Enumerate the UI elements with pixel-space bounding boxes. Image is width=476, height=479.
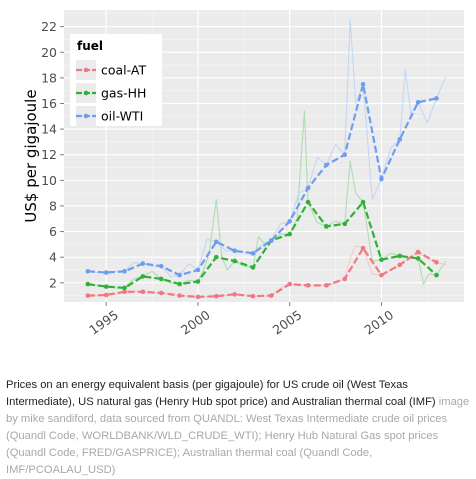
data-point-gas-HH [232, 258, 237, 264]
data-point-gas-HH [397, 253, 403, 259]
annual-series-layer [85, 81, 439, 300]
data-point-oil-WTI [85, 268, 91, 274]
y-axis-ticks: 2 4 6 8 10 12 14 16 18 20 22 [41, 19, 64, 290]
data-point-coal-AT [305, 283, 311, 288]
legend-swatch-point [83, 90, 89, 96]
data-point-oil-WTI [158, 263, 164, 269]
data-point-gas-HH [158, 276, 164, 282]
x-axis-ticks: 1995 2000 2005 2010 [86, 302, 396, 338]
data-point-oil-WTI [195, 267, 201, 273]
data-point-coal-AT [158, 290, 164, 296]
y-tick-label: 4 [49, 250, 57, 265]
y-tick-label: 12 [41, 147, 57, 162]
data-point-gas-HH [342, 221, 348, 227]
data-point-coal-AT [379, 272, 384, 278]
data-point-coal-AT [415, 249, 421, 255]
data-point-gas-HH [195, 279, 201, 284]
x-tick-label: 2010 [362, 307, 397, 338]
data-point-oil-WTI [434, 96, 439, 101]
data-point-oil-WTI [140, 261, 146, 266]
data-point-gas-HH [434, 272, 439, 278]
legend-label: gas-HH [101, 86, 146, 101]
legend-label: oil-WTI [101, 109, 143, 124]
data-point-oil-WTI [103, 270, 109, 275]
data-point-oil-WTI [342, 152, 348, 158]
data-point-coal-AT [397, 262, 403, 268]
data-point-oil-WTI [360, 81, 366, 87]
data-point-coal-AT [140, 289, 146, 295]
data-point-oil-WTI [379, 176, 384, 182]
data-point-coal-AT [195, 294, 201, 300]
y-tick-label: 8 [49, 198, 57, 213]
legend-swatch-point [83, 67, 89, 73]
data-point-oil-WTI [213, 239, 219, 245]
data-point-oil-WTI [305, 185, 311, 191]
data-point-gas-HH [103, 284, 109, 289]
data-point-gas-HH [379, 257, 384, 263]
figure-caption: Prices on an energy equivalent basis (pe… [6, 377, 472, 479]
data-point-coal-AT [250, 293, 256, 299]
data-point-gas-HH [177, 281, 182, 287]
data-point-gas-HH [287, 231, 292, 237]
y-tick-label: 20 [41, 45, 57, 60]
series-line-gas-HH [87, 201, 438, 289]
data-point-gas-HH [250, 265, 256, 270]
data-point-oil-WTI [250, 251, 256, 256]
x-tick-label: 1995 [86, 307, 121, 338]
data-point-coal-AT [232, 292, 237, 297]
data-point-coal-AT [85, 293, 91, 298]
data-point-coal-AT [342, 276, 348, 282]
data-point-coal-AT [213, 293, 219, 299]
legend: fuel coal-AT gas-HH oil-WTI [70, 34, 162, 126]
data-point-gas-HH [305, 199, 311, 205]
chart-container: 2 4 6 8 10 12 14 16 18 20 22 1995 2000 2005 2010 US$ … [22, 10, 464, 338]
y-tick-label: 2 [49, 275, 57, 290]
data-point-coal-AT [287, 281, 292, 287]
y-tick-label: 16 [41, 96, 57, 111]
y-tick-label: 6 [49, 224, 57, 239]
series-line-coal-AT [87, 247, 438, 298]
data-point-gas-HH [360, 199, 366, 205]
data-point-gas-HH [415, 256, 421, 261]
data-point-coal-AT [434, 259, 439, 265]
data-point-coal-AT [103, 292, 109, 298]
data-point-oil-WTI [415, 99, 421, 105]
data-point-coal-AT [360, 245, 366, 251]
legend-title: fuel [77, 39, 103, 53]
data-point-oil-WTI [177, 272, 182, 278]
data-point-oil-WTI [287, 219, 292, 224]
caption-area: Prices on an energy equivalent basis (pe… [0, 345, 476, 476]
data-point-coal-AT [177, 293, 182, 298]
data-point-gas-HH [140, 274, 146, 279]
data-point-oil-WTI [232, 248, 237, 254]
data-point-gas-HH [122, 285, 127, 291]
data-point-coal-AT [122, 289, 127, 295]
y-tick-label: 22 [41, 19, 57, 34]
data-point-oil-WTI [269, 238, 274, 243]
data-point-coal-AT [324, 283, 329, 288]
caption-credit: image by mike sandiford, data sourced fr… [6, 396, 470, 476]
data-point-oil-WTI [324, 162, 329, 168]
legend-label: coal-AT [101, 63, 146, 78]
legend-swatch-point [83, 113, 89, 119]
data-point-oil-WTI [122, 268, 127, 274]
data-point-gas-HH [324, 224, 329, 229]
y-tick-label: 18 [41, 70, 57, 85]
y-tick-label: 10 [41, 173, 57, 188]
legend-entries: coal-AT gas-HH oil-WTI [76, 60, 146, 126]
data-point-gas-HH [85, 281, 91, 287]
y-tick-label: 14 [41, 122, 57, 137]
line-chart: 2 4 6 8 10 12 14 16 18 20 22 1995 2000 2005 2010 US$ … [22, 10, 464, 338]
data-point-oil-WTI [397, 137, 403, 142]
caption-text: Prices on an energy equivalent basis (pe… [6, 379, 436, 408]
data-point-coal-AT [269, 293, 274, 298]
x-tick-label: 2005 [270, 307, 305, 338]
data-point-gas-HH [213, 254, 219, 260]
y-axis-label: US$ per gigajoule [22, 89, 40, 222]
x-tick-label: 2000 [178, 307, 213, 338]
